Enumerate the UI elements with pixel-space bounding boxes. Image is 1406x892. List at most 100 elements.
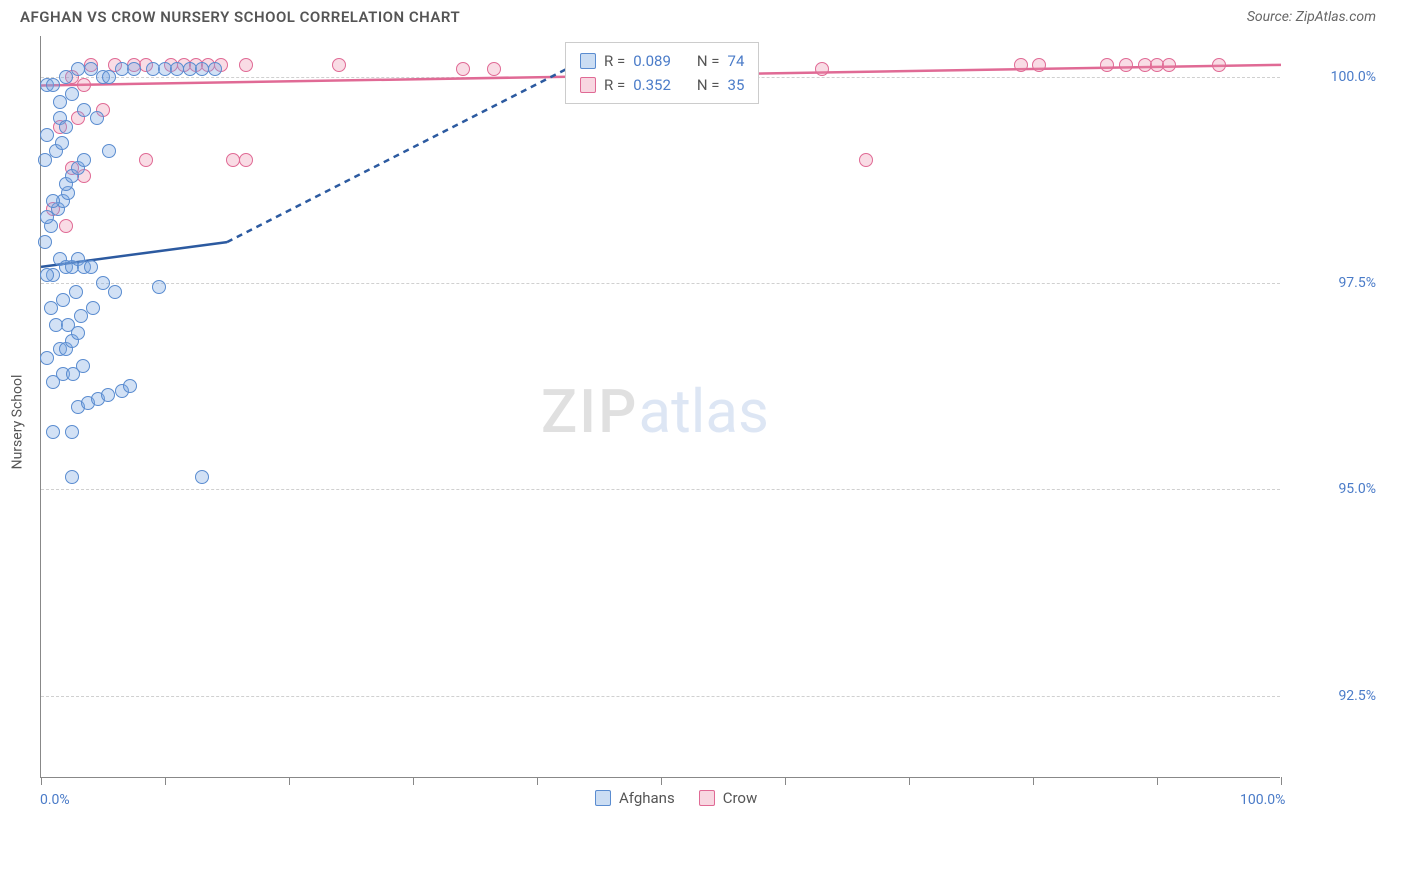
data-point-crow <box>1014 58 1028 72</box>
data-point-afghans <box>46 425 60 439</box>
r-value-afghans: 0.089 <box>633 49 671 73</box>
x-tick <box>1157 777 1158 785</box>
data-point-afghans <box>123 379 137 393</box>
data-point-crow <box>1100 58 1114 72</box>
data-point-afghans <box>40 268 54 282</box>
data-point-afghans <box>65 470 79 484</box>
data-point-afghans <box>65 87 79 101</box>
data-point-afghans <box>40 351 54 365</box>
legend-row-afghans: R = 0.089 N = 74 <box>580 49 744 73</box>
y-tick-label: 100.0% <box>1331 69 1376 85</box>
n-value-afghans: 74 <box>728 49 745 73</box>
x-tick <box>1281 777 1282 785</box>
legend-item-crow: Crow <box>699 789 758 807</box>
x-tick <box>537 777 538 785</box>
data-point-afghans <box>195 470 209 484</box>
data-point-afghans <box>46 194 60 208</box>
data-point-crow <box>239 153 253 167</box>
data-point-afghans <box>46 78 60 92</box>
gridline-h <box>41 696 1280 697</box>
y-tick-label: 92.5% <box>1338 688 1376 704</box>
x-tick <box>909 777 910 785</box>
swatch-afghans-icon <box>580 53 596 69</box>
data-point-afghans <box>108 285 122 299</box>
data-point-afghans <box>38 235 52 249</box>
data-point-crow <box>859 153 873 167</box>
watermark-zip: ZIP <box>541 376 638 447</box>
n-label: N = <box>697 73 720 97</box>
y-axis-label: Nursery School <box>9 375 25 470</box>
chart-container: Nursery School ZIPatlas R = 0.089 N = 74… <box>0 34 1406 856</box>
x-start-label: 0.0% <box>40 792 70 808</box>
data-point-afghans <box>40 210 54 224</box>
r-value-crow: 0.352 <box>633 73 671 97</box>
data-point-afghans <box>56 293 70 307</box>
data-point-afghans <box>55 136 69 150</box>
data-point-afghans <box>90 111 104 125</box>
data-point-afghans <box>152 280 166 294</box>
data-point-afghans <box>46 375 60 389</box>
correlation-legend: R = 0.089 N = 74 R = 0.352 N = 35 <box>565 42 759 104</box>
data-point-crow <box>1119 58 1133 72</box>
n-value-crow: 35 <box>728 73 745 97</box>
data-point-afghans <box>102 144 116 158</box>
data-point-afghans <box>65 425 79 439</box>
legend-item-afghans: Afghans <box>595 789 675 807</box>
x-tick <box>289 777 290 785</box>
gridline-h <box>41 283 1280 284</box>
chart-title: AFGHAN VS CROW NURSERY SCHOOL CORRELATIO… <box>20 8 460 26</box>
data-point-crow <box>332 58 346 72</box>
swatch-crow-icon <box>580 77 596 93</box>
series-legend: Afghans Crow <box>595 789 757 807</box>
trend-lines <box>41 36 1281 778</box>
data-point-afghans <box>102 70 116 84</box>
r-label: R = <box>604 73 625 97</box>
legend-label-afghans: Afghans <box>619 789 675 807</box>
x-tick <box>1033 777 1034 785</box>
plot-area: ZIPatlas <box>40 36 1280 778</box>
data-point-afghans <box>71 326 85 340</box>
data-point-afghans <box>74 309 88 323</box>
x-tick <box>661 777 662 785</box>
x-tick <box>41 777 42 785</box>
data-point-crow <box>815 62 829 76</box>
data-point-crow <box>59 219 73 233</box>
y-tick-label: 95.0% <box>1338 481 1376 497</box>
chart-source: Source: ZipAtlas.com <box>1247 9 1376 25</box>
x-tick <box>785 777 786 785</box>
data-point-crow <box>1162 58 1176 72</box>
data-point-afghans <box>59 120 73 134</box>
data-point-afghans <box>69 285 83 299</box>
x-tick <box>165 777 166 785</box>
data-point-crow <box>1032 58 1046 72</box>
data-point-afghans <box>38 153 52 167</box>
data-point-afghans <box>53 95 67 109</box>
x-end-label: 100.0% <box>1240 792 1285 808</box>
data-point-crow <box>456 62 470 76</box>
data-point-afghans <box>127 62 141 76</box>
data-point-afghans <box>77 153 91 167</box>
y-tick-label: 97.5% <box>1338 275 1376 291</box>
data-point-afghans <box>40 128 54 142</box>
data-point-crow <box>487 62 501 76</box>
data-point-afghans <box>208 62 222 76</box>
legend-label-crow: Crow <box>723 789 758 807</box>
r-label: R = <box>604 49 625 73</box>
data-point-crow <box>239 58 253 72</box>
legend-row-crow: R = 0.352 N = 35 <box>580 73 744 97</box>
data-point-afghans <box>44 301 58 315</box>
data-point-afghans <box>86 301 100 315</box>
data-point-afghans <box>84 260 98 274</box>
n-label: N = <box>697 49 720 73</box>
x-tick <box>413 777 414 785</box>
data-point-crow <box>77 78 91 92</box>
data-point-afghans <box>101 388 115 402</box>
watermark-atlas: atlas <box>638 376 768 447</box>
swatch-afghans-icon <box>595 790 611 806</box>
data-point-crow <box>139 153 153 167</box>
data-point-afghans <box>59 70 73 84</box>
swatch-crow-icon <box>699 790 715 806</box>
data-point-crow <box>1212 58 1226 72</box>
gridline-h <box>41 489 1280 490</box>
data-point-afghans <box>76 359 90 373</box>
